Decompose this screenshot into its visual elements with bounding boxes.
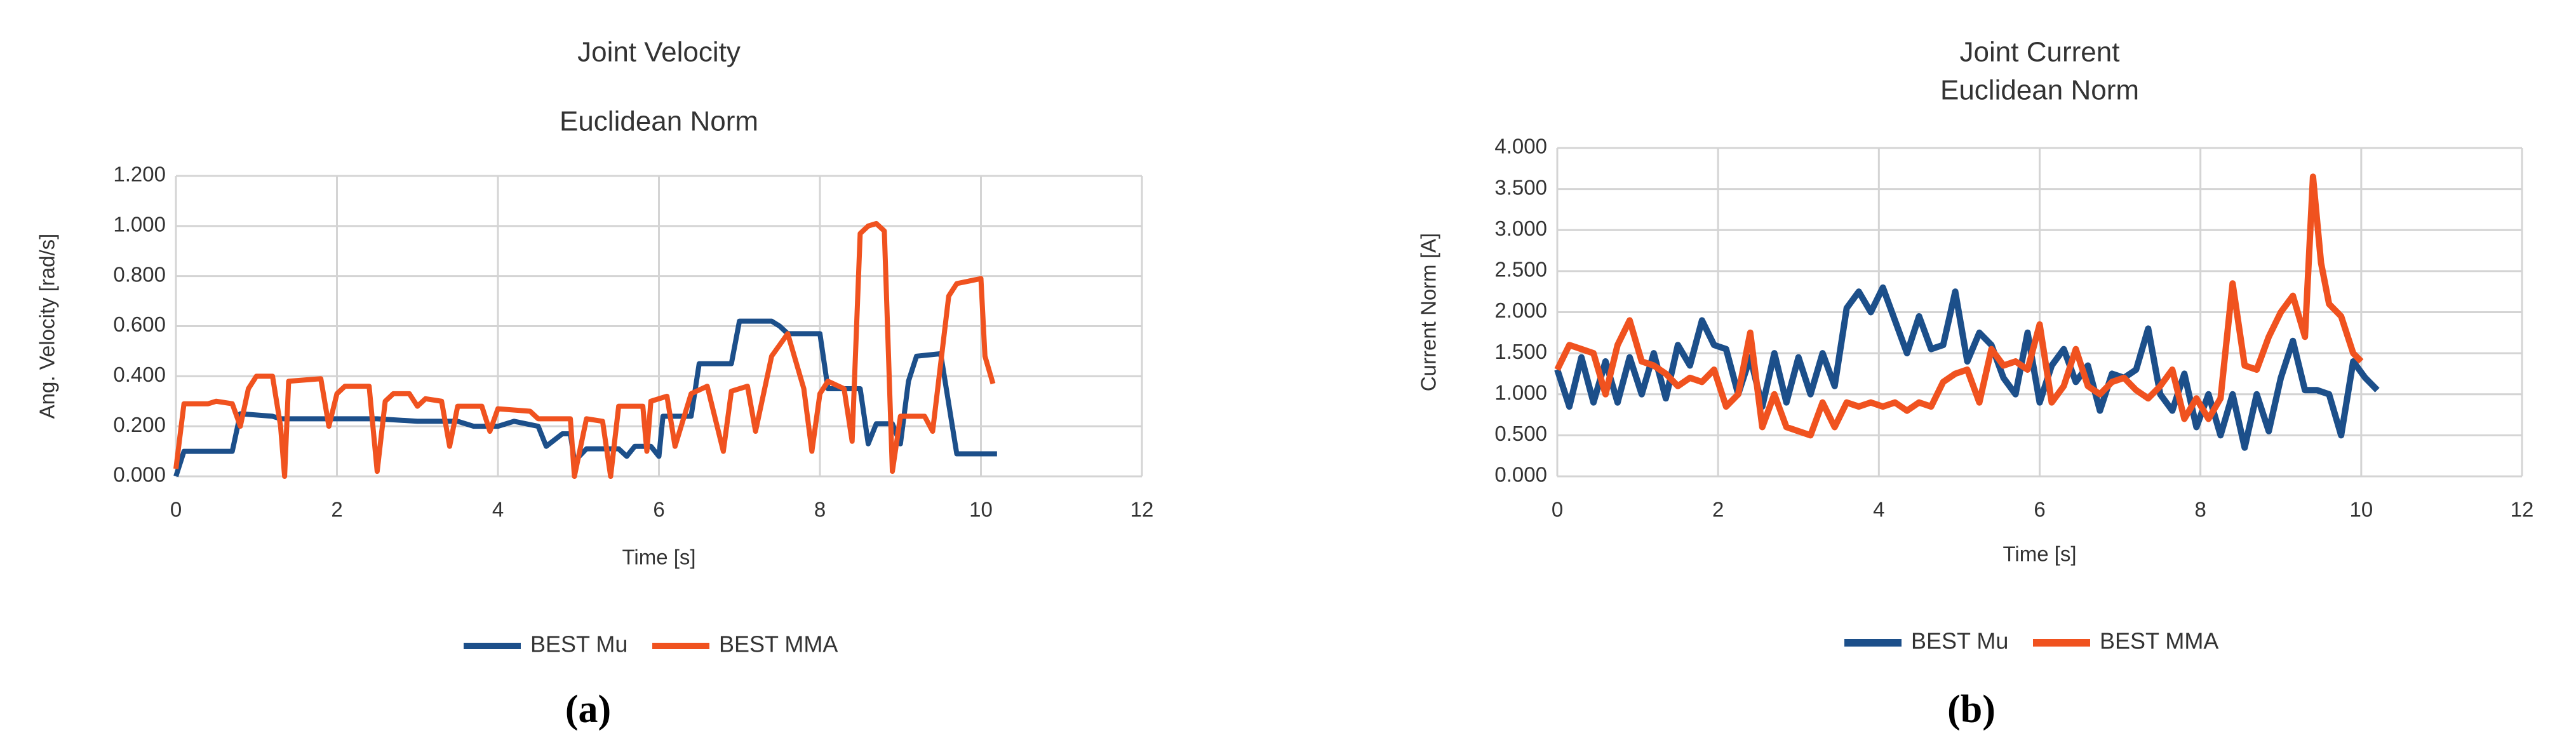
chart: Joint Velocity Euclidean Norm 0.000 0.200 0.… xyxy=(36,37,1154,732)
data-line xyxy=(173,318,997,478)
x-tick-label: 8 xyxy=(814,498,826,521)
y-tick-label: 2.000 xyxy=(1494,299,1547,322)
legend-label: BEST Mu xyxy=(530,631,627,657)
x-tick-label: 12 xyxy=(1130,498,1154,521)
x-tick-label: 6 xyxy=(2034,498,2045,521)
x-tick-label: 0 xyxy=(1552,498,1563,521)
legend: BEST Mu BEST MMA xyxy=(464,631,838,657)
x-axis-label: Time [s] xyxy=(2002,542,2076,566)
x-tick-label: 2 xyxy=(331,498,342,521)
y-tick-label: 0.600 xyxy=(113,312,166,336)
y-tick-label: 3.500 xyxy=(1494,175,1547,199)
data-line xyxy=(1554,284,2380,451)
y-tick-label: 0.200 xyxy=(113,413,166,436)
legend-label: BEST MMA xyxy=(719,631,838,657)
x-tick-label: 6 xyxy=(653,498,664,521)
y-tick-label: 3.000 xyxy=(1494,217,1547,240)
y-tick-label: 0.800 xyxy=(113,262,166,286)
y-tick-label: 2.500 xyxy=(1494,258,1547,281)
y-tick-label: 1.000 xyxy=(113,213,166,236)
chart-title: Joint Velocity xyxy=(577,37,741,68)
data-line xyxy=(173,220,996,479)
y-tick-label: 0.000 xyxy=(1494,463,1547,487)
y-tick-label: 1.500 xyxy=(1494,340,1547,363)
x-axis-label: Time [s] xyxy=(622,546,695,569)
chart-subtitle: Euclidean Norm xyxy=(1940,75,2139,106)
x-tick-label: 10 xyxy=(969,498,993,521)
chart-title: Joint Current xyxy=(1960,37,2120,68)
y-tick-label: 0.000 xyxy=(113,463,166,487)
panel-label: (a) xyxy=(565,688,611,731)
chart: Joint Current Euclidean Norm 0.000 0.500 1.0… xyxy=(1417,37,2534,732)
y-axis-label: Current Norm [A] xyxy=(1417,233,1440,391)
data-line xyxy=(1554,173,2364,439)
legend: BEST Mu BEST MMA xyxy=(1844,628,2218,654)
y-tick-label: 1.000 xyxy=(1494,380,1547,404)
x-tick-label: 10 xyxy=(2349,498,2373,521)
y-tick-label: 1.200 xyxy=(113,163,166,186)
chart-subtitle: Euclidean Norm xyxy=(560,106,758,137)
x-tick-label: 4 xyxy=(1873,498,1884,521)
x-tick-label: 2 xyxy=(1712,498,1724,521)
y-tick-label: 4.000 xyxy=(1494,135,1547,158)
x-tick-label: 4 xyxy=(492,498,504,521)
x-tick-label: 8 xyxy=(2194,498,2206,521)
y-axis-label: Ang. Velocity [rad/s] xyxy=(36,234,59,419)
panel-label: (b) xyxy=(1947,688,1996,731)
legend-label: BEST MMA xyxy=(2100,628,2218,654)
legend-label: BEST Mu xyxy=(1911,628,2008,654)
y-tick-label: 0.500 xyxy=(1494,422,1547,445)
x-tick-label: 12 xyxy=(2511,498,2534,521)
y-tick-label: 0.400 xyxy=(113,363,166,386)
x-tick-label: 0 xyxy=(170,498,182,521)
